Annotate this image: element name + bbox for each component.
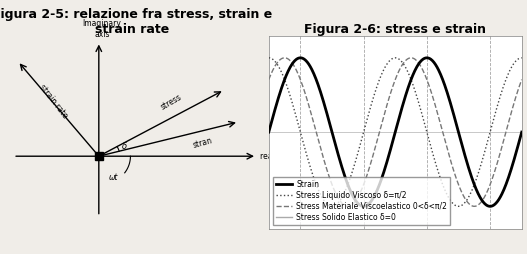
Text: stran: stran <box>192 136 214 150</box>
Text: real axis: real axis <box>260 152 293 161</box>
Text: stress: stress <box>160 92 184 112</box>
Legend: Strain, Stress Liquido Viscoso δ=π/2, Stress Materiale Viscoelastico 0<δ<π/2, St: Strain, Stress Liquido Viscoso δ=π/2, St… <box>272 177 450 225</box>
Text: δ: δ <box>122 142 127 151</box>
Title: Figura 2-5: relazione fra stress, strain e
strain rate: Figura 2-5: relazione fra stress, strain… <box>0 8 272 36</box>
Text: strain rate: strain rate <box>37 82 70 120</box>
Text: Imaginary
axis: Imaginary axis <box>83 19 122 39</box>
Title: Figura 2-6: stress e strain: Figura 2-6: stress e strain <box>304 23 486 36</box>
Text: ωt: ωt <box>109 173 118 182</box>
